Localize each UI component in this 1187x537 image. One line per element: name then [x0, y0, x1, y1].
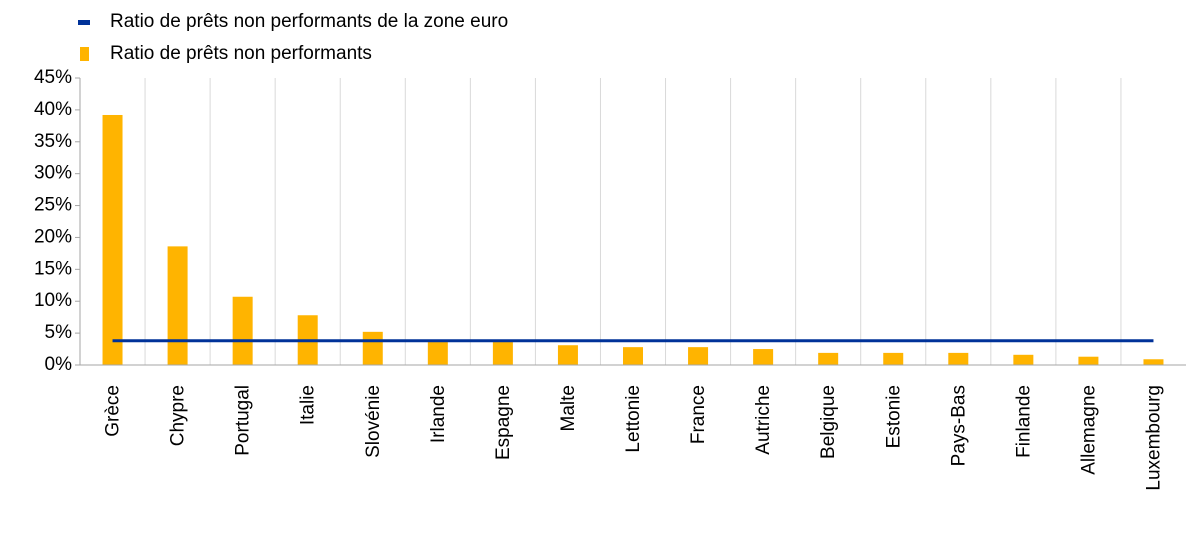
- bar: [362, 331, 383, 365]
- y-tick-label: 35%: [34, 131, 72, 152]
- x-tick-label: Luxembourg: [1143, 385, 1164, 491]
- bar: [883, 352, 904, 365]
- bar: [232, 296, 253, 365]
- x-tick-label: Malte: [558, 385, 579, 431]
- bar: [1078, 356, 1099, 365]
- bar: [623, 347, 643, 365]
- y-tick-label: 30%: [34, 163, 72, 184]
- x-tick-label: Allemagne: [1078, 385, 1099, 475]
- bar: [557, 345, 578, 365]
- bar: [1013, 354, 1034, 365]
- legend-swatch: [78, 20, 90, 25]
- x-tick-label: Finlande: [1013, 385, 1034, 458]
- x-tick-label: Italie: [298, 385, 319, 425]
- x-tick-label: Lettonie: [623, 385, 644, 453]
- legend-swatch: [80, 47, 89, 61]
- y-tick-label: 20%: [34, 226, 72, 247]
- y-tick-label: 0%: [45, 354, 73, 375]
- x-tick-label: Grèce: [103, 385, 124, 437]
- bar: [167, 246, 188, 365]
- x-tick-label: Irlande: [428, 385, 449, 443]
- y-tick-label: 10%: [34, 290, 72, 311]
- x-tick-label: Slovénie: [363, 385, 384, 458]
- y-tick-label: 25%: [34, 195, 72, 216]
- bar: [427, 342, 448, 365]
- bar: [948, 352, 969, 365]
- bar: [688, 347, 709, 365]
- x-tick-label: Pays-Bas: [948, 385, 969, 466]
- bar: [492, 342, 513, 365]
- bar: [818, 352, 839, 365]
- legend-label: Ratio de prêts non performants: [110, 43, 372, 64]
- x-tick-label: Belgique: [818, 385, 839, 459]
- bar: [102, 114, 123, 365]
- bar: [1143, 359, 1164, 365]
- x-tick-label: Autriche: [753, 385, 774, 455]
- x-tick-label: Chypre: [168, 385, 189, 446]
- bar: [753, 349, 774, 365]
- legend-label: Ratio de prêts non performants de la zon…: [110, 11, 508, 32]
- y-tick-label: 15%: [34, 258, 72, 279]
- x-tick-label: France: [688, 385, 709, 444]
- x-tick-label: Estonie: [883, 385, 904, 448]
- y-tick-label: 45%: [34, 67, 72, 88]
- x-tick-label: Portugal: [233, 385, 254, 456]
- y-tick-label: 5%: [45, 322, 73, 343]
- x-tick-label: Espagne: [493, 385, 514, 460]
- y-tick-label: 40%: [34, 99, 72, 120]
